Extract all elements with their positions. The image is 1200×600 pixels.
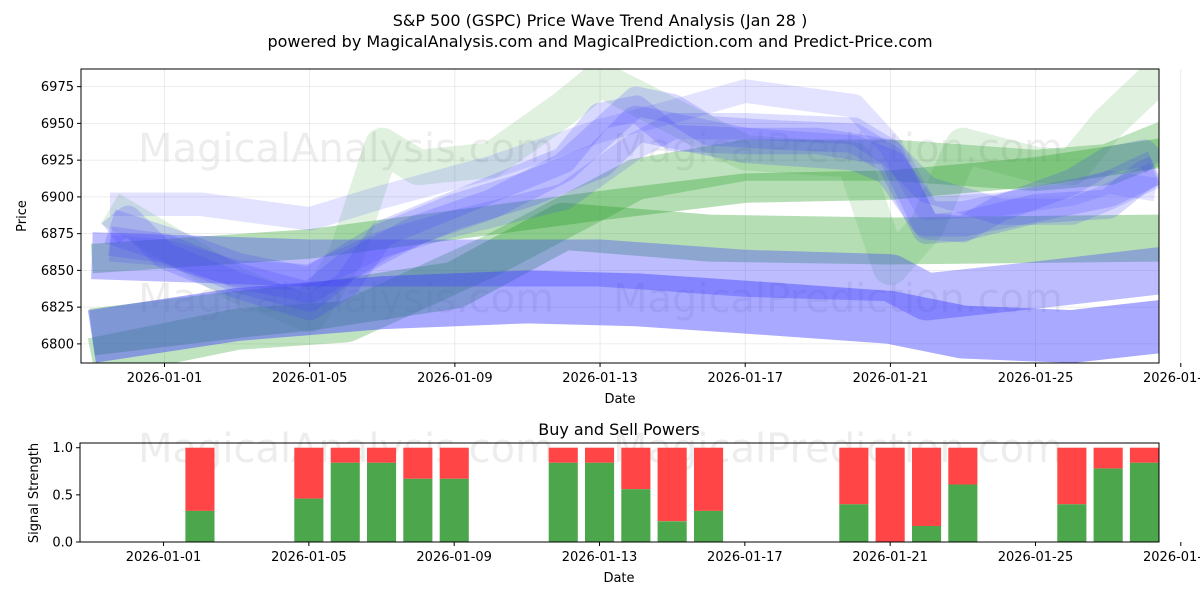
- x-tick-label: 2026-01-01: [126, 550, 202, 565]
- sell-power-bar: [367, 447, 397, 463]
- x-tick-label: 2026-01-05: [271, 550, 347, 565]
- y-tick-label: 6875: [41, 227, 74, 242]
- figure-title: S&P 500 (GSPC) Price Wave Trend Analysis…: [393, 11, 808, 30]
- sell-power-bar: [912, 447, 942, 526]
- y-tick-label: 0.0: [52, 536, 73, 551]
- y-tick-label: 6925: [41, 154, 74, 169]
- sell-power-bar: [875, 447, 905, 542]
- x-tick-label: 2026-01-09: [417, 371, 493, 386]
- x-tick-label: 2026-01-13: [562, 371, 638, 386]
- sell-power-bar: [585, 447, 615, 463]
- buy-power-bar: [330, 462, 360, 542]
- price-y-ticks: 6800 6825 6850 6875 6900 6925 6950 6975: [41, 80, 81, 352]
- x-tick-label: 2026-01-21: [853, 371, 929, 386]
- y-tick-label: 6950: [41, 117, 74, 132]
- buy-power-bar: [1093, 468, 1123, 542]
- blue-wave-band-8: [104, 105, 1159, 303]
- x-tick-label: 2026-01-17: [707, 371, 783, 386]
- price-y-label: Price: [15, 200, 30, 232]
- sell-power-bar: [294, 447, 324, 499]
- blue-wave-band-11: [108, 113, 1159, 291]
- blue-wave-band-5: [91, 232, 1159, 321]
- green-wave-band-4: [101, 69, 1159, 333]
- x-tick-label: 2026-01-29: [1143, 550, 1200, 565]
- x-tick-label: 2026-01-01: [127, 371, 203, 386]
- watermark: MagicalAnalysis.com: [138, 126, 554, 172]
- x-tick-label: 2026-01-25: [998, 371, 1074, 386]
- sell-power-bar: [694, 447, 724, 511]
- blue-wave-band-10: [101, 95, 1159, 321]
- signal-x-ticks: 2026-01-01 2026-01-05 2026-01-09 2026-01-13…: [126, 542, 1200, 565]
- y-tick-label: 6800: [41, 337, 74, 352]
- sell-power-bar: [1057, 447, 1087, 505]
- price-chart: MagicalAnalysis.com MagicalPrediction.co…: [15, 68, 1200, 407]
- green-wave-band-3: [87, 121, 1159, 363]
- signal-y-label: Signal Strength: [27, 443, 42, 543]
- x-tick-label: 2026-01-05: [272, 371, 348, 386]
- x-tick-label: 2026-01-29: [1143, 371, 1200, 386]
- watermark: MagicalPrediction.com: [613, 276, 1063, 322]
- price-grid: [81, 69, 1182, 363]
- price-plot-frame: [80, 68, 1160, 364]
- y-tick-label: 6975: [41, 80, 74, 95]
- sell-power-bar: [621, 447, 651, 490]
- sell-power-bar: [948, 447, 978, 485]
- signal-x-label: Date: [603, 571, 634, 586]
- signal-bars: [185, 447, 1159, 542]
- green-wave-band-1: [90, 138, 1159, 274]
- watermark: MagicalPrediction.com: [613, 426, 1063, 472]
- green-wave-band-2: [89, 202, 1159, 356]
- sell-power-bar: [1129, 447, 1159, 463]
- signal-chart: Buy and Sell Powers MagicalAnalysis.com …: [27, 420, 1200, 586]
- sell-power-bar: [439, 447, 469, 479]
- blue-wave-band-7: [110, 79, 1158, 231]
- buy-power-bar: [1129, 462, 1159, 542]
- x-tick-label: 2026-01-25: [998, 550, 1074, 565]
- buy-power-bar: [439, 478, 469, 542]
- buy-power-bar: [912, 526, 942, 542]
- watermark: MagicalPrediction.com: [613, 126, 1063, 172]
- x-tick-label: 2026-01-21: [852, 550, 928, 565]
- buy-power-bar: [367, 462, 397, 542]
- sell-power-bar: [657, 447, 687, 522]
- price-bands: [87, 69, 1159, 363]
- x-tick-label: 2026-01-13: [562, 550, 638, 565]
- buy-power-bar: [185, 510, 215, 542]
- sell-power-bar: [1093, 447, 1123, 469]
- watermark: MagicalAnalysis.com: [138, 276, 554, 322]
- buy-power-bar: [948, 484, 978, 542]
- sell-power-bar: [185, 447, 215, 511]
- price-x-label: Date: [604, 392, 635, 407]
- buy-power-bar: [548, 462, 578, 542]
- price-watermarks: MagicalAnalysis.com MagicalPrediction.co…: [138, 126, 1063, 322]
- x-tick-label: 2026-01-17: [707, 550, 783, 565]
- buy-power-bar: [657, 521, 687, 542]
- y-tick-label: 6850: [41, 264, 74, 279]
- sell-power-bar: [330, 447, 360, 463]
- buy-power-bar: [1057, 504, 1087, 542]
- sell-power-bar: [839, 447, 869, 505]
- price-x-ticks: 2026-01-01 2026-01-05 2026-01-09 2026-01-13…: [127, 363, 1200, 386]
- buy-power-bar: [585, 462, 615, 542]
- signal-chart-title: Buy and Sell Powers: [538, 420, 700, 439]
- y-tick-label: 0.5: [52, 488, 73, 503]
- buy-power-bar: [621, 489, 651, 542]
- figure-subtitle: powered by MagicalAnalysis.com and Magic…: [267, 32, 932, 51]
- buy-power-bar: [294, 498, 324, 542]
- blue-wave-band-9: [108, 86, 1159, 312]
- signal-plot-frame: [79, 442, 1160, 543]
- buy-power-bar: [403, 478, 433, 542]
- signal-y-ticks: 0.0 0.5 1.0: [52, 441, 80, 551]
- sell-power-bar: [548, 447, 578, 463]
- y-tick-label: 6825: [41, 301, 74, 316]
- y-tick-label: 6900: [41, 190, 74, 205]
- blue-wave-band-6: [87, 270, 1159, 363]
- y-tick-label: 1.0: [52, 441, 73, 456]
- buy-power-bar: [694, 510, 724, 542]
- x-tick-label: 2026-01-09: [416, 550, 492, 565]
- sell-power-bar: [403, 447, 433, 479]
- buy-power-bar: [839, 504, 869, 542]
